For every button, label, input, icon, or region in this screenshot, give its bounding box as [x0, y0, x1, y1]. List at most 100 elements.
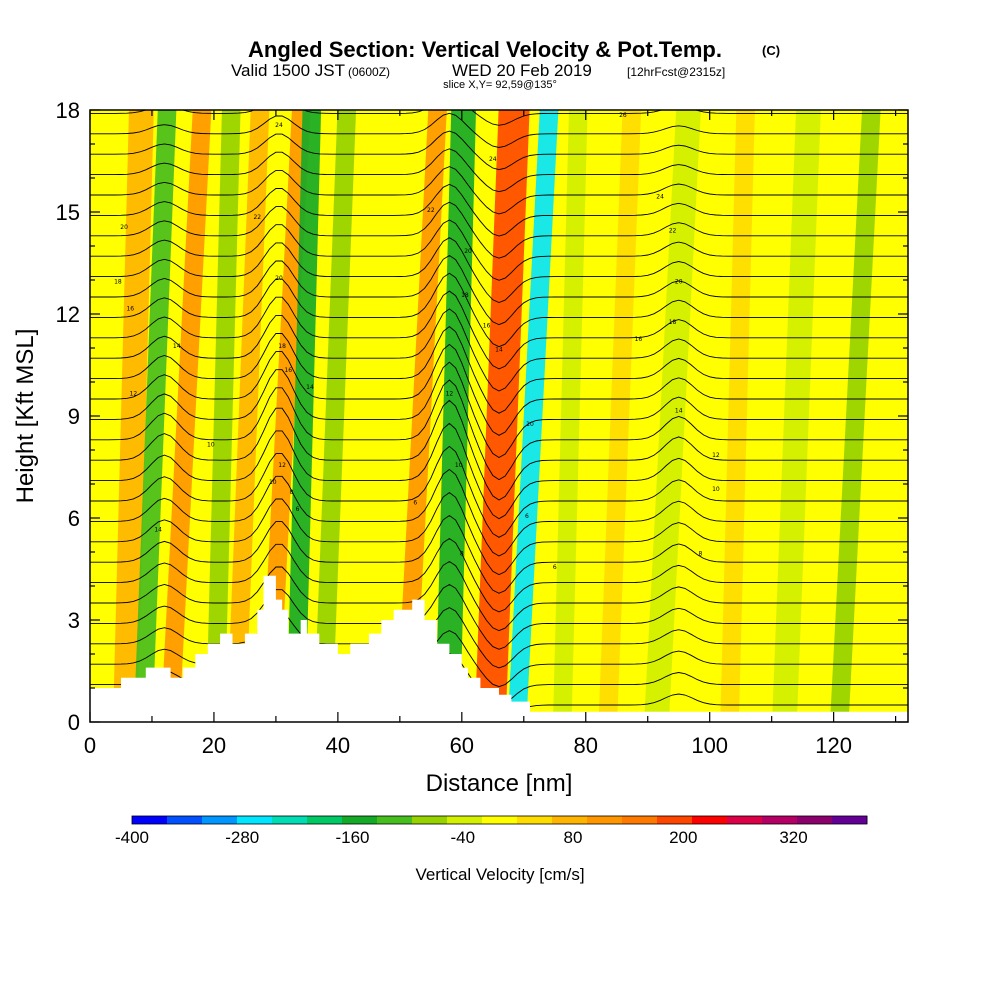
valid-date-label: WED 20 Feb 2019 — [452, 61, 592, 80]
isentrope-value-label: 22 — [253, 214, 261, 221]
plot-area: 20 18 16 14 12 10 14 24 22 20 18 16 14 12 10 8 6 22 24 20 18… — [89, 109, 909, 723]
isentrope-value-label: 12 — [278, 462, 286, 469]
isentrope-line — [90, 272, 908, 348]
colorbar-swatch — [552, 816, 588, 824]
isentrope-value-label: 6 — [413, 499, 417, 506]
x-tick-label: 100 — [691, 733, 728, 758]
isentrope-value-label: 18 — [114, 278, 122, 285]
y-tick-label: 0 — [68, 710, 80, 735]
isentrope-value-label: 10 — [455, 462, 463, 469]
y-axis: 0 3 6 9 12 15 18 — [56, 98, 908, 735]
isentrope-labels: 20 18 16 14 12 10 14 24 22 20 18 16 14 12 10 8 6 22 24 20 18… — [114, 112, 720, 571]
isentrope-line — [90, 468, 908, 557]
isentrope-line — [90, 514, 908, 594]
isentrope-value-label: 8 — [289, 489, 293, 496]
isentrope-value-label: 6 — [553, 564, 557, 571]
chart-title: Angled Section: Vertical Velocity & Pot.… — [248, 37, 722, 62]
isentrope-value-label: 16 — [483, 323, 491, 330]
isentrope-line — [90, 166, 908, 215]
velocity-band — [286, 110, 322, 722]
colorbar-swatch — [412, 816, 448, 824]
isentrope-value-label: 20 — [675, 278, 683, 285]
terrain-fill — [90, 575, 908, 722]
isentrope-value-label: 24 — [656, 193, 664, 200]
colorbar-swatch — [797, 816, 833, 824]
colorbar-swatch — [307, 816, 343, 824]
isentrope-value-label: 16 — [126, 306, 134, 313]
velocity-band — [507, 110, 559, 722]
colorbar-swatch — [202, 816, 238, 824]
isentrope-value-label: 8 — [460, 550, 464, 557]
isentrope-value-label: 8 — [698, 550, 702, 557]
isentrope-line — [90, 560, 908, 632]
isentrope-line — [90, 399, 908, 501]
colorbar: -400 -280 -160 -40 80 200 320 — [115, 815, 868, 847]
velocity-band — [205, 110, 241, 722]
velocity-band — [552, 110, 588, 722]
isentrope-value-label: 20 — [120, 224, 128, 231]
velocity-band — [435, 110, 477, 722]
isentrope-line — [90, 445, 908, 538]
isentrope-value-label: 26 — [619, 112, 627, 119]
colorbar-tick-label: -280 — [225, 828, 259, 847]
colorbar-swatch — [272, 816, 308, 824]
velocity-band — [226, 110, 270, 722]
x-tick-label: 40 — [326, 733, 350, 758]
isentrope-value-label: 18 — [669, 319, 677, 326]
x-tick-label: 60 — [450, 733, 474, 758]
colorbar-swatch — [132, 816, 168, 824]
velocity-band — [720, 110, 755, 722]
velocity-band — [830, 110, 881, 722]
colorbar-label: Vertical Velocity [cm/s] — [415, 865, 584, 884]
isentrope-value-label: 12 — [712, 452, 720, 459]
x-axis: 0 20 40 60 80 100 120 — [84, 110, 897, 758]
isentrope-line — [90, 219, 908, 281]
isentrope-line — [90, 583, 908, 650]
colorbar-tick-label: -40 — [450, 828, 475, 847]
colorbar-swatch — [377, 816, 413, 824]
velocity-band — [644, 110, 701, 722]
isentrope-line — [90, 308, 908, 392]
velocity-band — [133, 110, 177, 722]
isentrope-value-label: 14 — [173, 343, 181, 350]
isentrope-line — [90, 379, 908, 481]
isentrope-value-label: 14 — [675, 408, 683, 415]
colorbar-swatch — [342, 816, 378, 824]
isentrope-value-label: 14 — [495, 346, 503, 353]
isentrope-line — [90, 343, 908, 436]
isentrope-line — [90, 237, 908, 303]
colorbar-swatch — [832, 816, 868, 824]
isentrope-line — [90, 148, 908, 193]
y-tick-label: 3 — [68, 608, 80, 633]
isentrope-value-label: 14 — [154, 527, 162, 534]
valid-time-label: Valid 1500 JST — [231, 61, 345, 80]
colorbar-swatch — [762, 816, 798, 824]
colorbar-tick-label: -160 — [335, 828, 369, 847]
forecast-label: [12hrFcst@2315z] — [627, 65, 725, 79]
colorbar-swatch — [517, 816, 553, 824]
x-axis-label: Distance [nm] — [426, 770, 573, 797]
isentrope-value-label: 12 — [446, 391, 454, 398]
isentrope-value-label: 18 — [278, 343, 286, 350]
colorbar-tick-label: -400 — [115, 828, 149, 847]
isentrope-value-label: 10 — [526, 421, 534, 428]
isentrope-value-label: 14 — [306, 384, 314, 391]
velocity-band — [112, 110, 154, 722]
chart-title-unit: (C) — [762, 43, 780, 58]
isentrope-line — [90, 130, 908, 171]
slice-label: slice X,Y= 92,59@135° — [443, 79, 557, 91]
colorbar-swatch — [587, 816, 623, 824]
x-tick-label: 20 — [202, 733, 226, 758]
colorbar-swatch — [727, 816, 763, 824]
y-tick-label: 15 — [56, 200, 80, 225]
isentrope-line — [90, 112, 908, 148]
isentrope-value-label: 20 — [275, 275, 283, 282]
isentrope-value-label: 22 — [669, 227, 677, 234]
velocity-field — [112, 110, 881, 722]
isentrope-value-label: 10 — [269, 479, 277, 486]
y-tick-label: 18 — [56, 98, 80, 123]
x-tick-label: 80 — [574, 733, 598, 758]
isentrope-line — [90, 422, 908, 520]
colorbar-tick-label: 80 — [564, 828, 583, 847]
